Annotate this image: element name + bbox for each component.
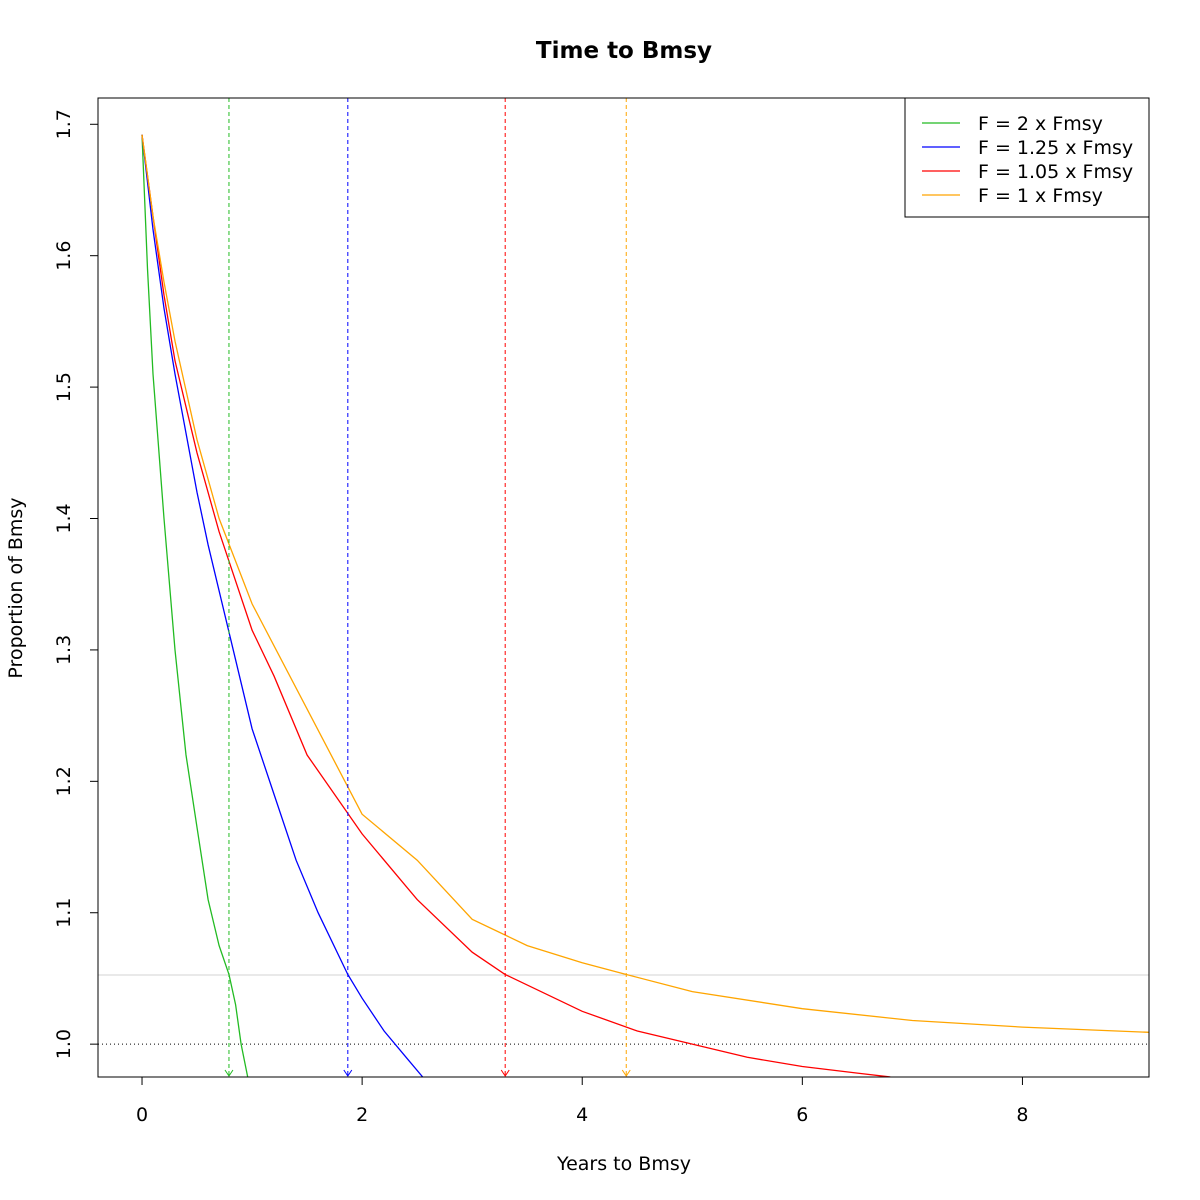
y-tick-label: 1.1 bbox=[53, 898, 75, 928]
series-line-2 bbox=[141, 134, 424, 1077]
time-marker-layer bbox=[224, 98, 631, 1077]
y-tick-label: 1.2 bbox=[53, 766, 75, 796]
chart-title: Time to Bmsy bbox=[536, 38, 712, 64]
x-tick-label: 2 bbox=[356, 1104, 368, 1126]
y-axis: 1.0 1.1 1.2 1.3 1.4 1.5 1.6 1.7 bbox=[53, 109, 98, 1059]
y-tick-label: 1.7 bbox=[53, 109, 75, 139]
plot-frame bbox=[97, 97, 1150, 1078]
y-tick-label: 1.3 bbox=[53, 635, 75, 665]
time-to-target-arrow-3 bbox=[500, 1069, 510, 1077]
legend-label-2: F = 1.25 x Fmsy bbox=[978, 137, 1133, 159]
x-axis: 0 2 4 6 8 bbox=[136, 1077, 1028, 1126]
time-to-target-arrow-4 bbox=[621, 1069, 631, 1077]
y-tick-label: 1.4 bbox=[53, 503, 75, 533]
series-line-3 bbox=[141, 134, 891, 1077]
legend-label-4: F = 1 x Fmsy bbox=[978, 185, 1103, 207]
series-line-4 bbox=[141, 134, 1149, 1033]
x-tick-label: 6 bbox=[796, 1104, 808, 1126]
legend-label-3: F = 1.05 x Fmsy bbox=[978, 161, 1133, 183]
x-axis-label: Years to Bmsy bbox=[556, 1153, 691, 1175]
time-to-target-arrow-2 bbox=[343, 1069, 353, 1077]
x-tick-label: 0 bbox=[136, 1104, 148, 1126]
series-line-1 bbox=[141, 134, 249, 1077]
y-tick-label: 1.5 bbox=[53, 372, 75, 402]
legend-box bbox=[904, 97, 1150, 218]
reference-lines bbox=[98, 974, 1149, 1045]
x-tick-label: 4 bbox=[576, 1104, 588, 1126]
time-to-target-arrow-1 bbox=[224, 1069, 234, 1077]
y-tick-label: 1.0 bbox=[53, 1029, 75, 1059]
x-tick-label: 8 bbox=[1016, 1104, 1028, 1126]
series-layer bbox=[141, 134, 1149, 1077]
y-tick-label: 1.6 bbox=[53, 241, 75, 271]
y-axis-label: Proportion of Bmsy bbox=[5, 497, 27, 678]
legend-label-1: F = 2 x Fmsy bbox=[978, 113, 1103, 135]
